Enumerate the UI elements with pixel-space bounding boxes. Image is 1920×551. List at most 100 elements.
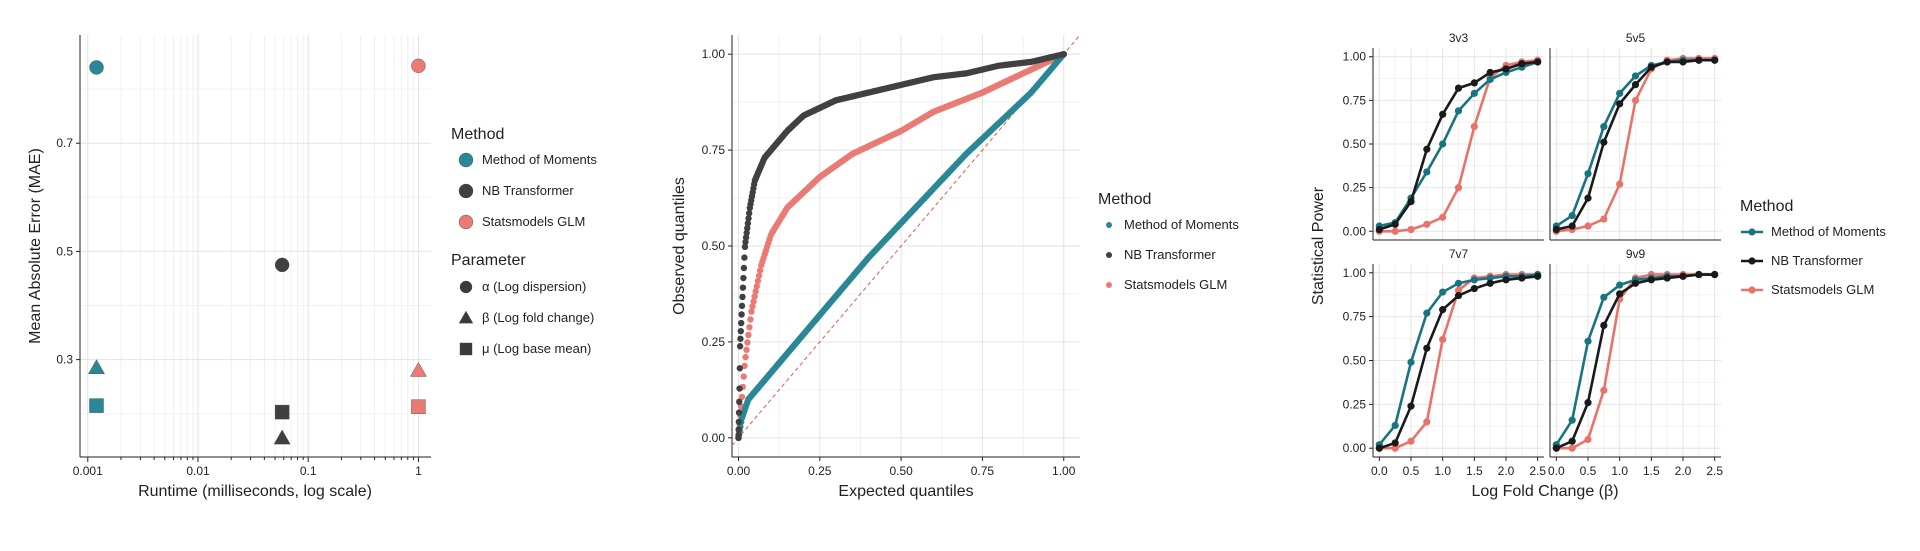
c3-point-nbt	[1695, 56, 1703, 64]
c2-point-nbt	[745, 215, 752, 222]
c3-panel-3v3: 3v3 0.00 0.25 0.50 0.75 1.00	[1343, 31, 1544, 241]
c3-panel-7v7: 7v7 0.00 0.25 0.50 0.75 1.00 0.0 0.5 1.0 1.5 2.0 2.…	[1343, 247, 1547, 478]
c1-point-nbt-circle	[274, 257, 290, 273]
c3-point-glm	[1616, 180, 1624, 188]
c3-point-nbt	[1439, 306, 1447, 314]
c2-legend-label-nbt: NB Transformer	[1124, 247, 1216, 262]
c1-y-tick-label: 0.5	[56, 244, 73, 258]
c3-y-tick-label: 0.25	[1343, 181, 1367, 195]
c3-point-mom	[1454, 107, 1463, 115]
c3-point-nbt	[1600, 321, 1608, 330]
c3-point-mom	[1423, 309, 1431, 317]
qq-chart: 0.00 0.00 0.25 0.25 0.50 0.50 0.75 0.75 1.00 1.00…	[671, 34, 1239, 500]
c3-point-nbt	[1552, 225, 1560, 234]
c1-legend-label-square: μ (Log base mean)	[482, 341, 591, 356]
c1-point-glm-triangle	[410, 361, 427, 377]
c2-point-glm	[745, 331, 752, 339]
c1-point-mom-triangle	[88, 359, 105, 374]
c1-legend-label-glm: Statsmodels GLM	[482, 214, 585, 229]
c3-y-tick-label: 0.75	[1343, 310, 1367, 324]
c2-point-nbt	[737, 335, 744, 342]
c2-point-glm	[756, 267, 764, 274]
c1-legend-parameter-title: Parameter	[451, 252, 526, 269]
c2-point-nbt	[737, 327, 745, 335]
c3-point-mom	[1470, 276, 1478, 284]
c3-y-tick-label: 0.50	[1343, 137, 1367, 151]
c2-y-tick-label: 0.25	[702, 335, 726, 349]
c3-point-nbt	[1375, 444, 1383, 452]
c3-point-mom	[1584, 337, 1592, 345]
c3-point-glm	[1600, 215, 1608, 223]
c3-point-mom	[1600, 293, 1608, 301]
mae-runtime-chart: 0.001 0.01 0.1 1 0.3 0.5 0.7 Runtime (millisec…	[27, 35, 597, 500]
c3-x-tick-label: 1.0	[1611, 464, 1628, 478]
c3-legend-title: Method	[1740, 198, 1793, 215]
c3-series-nbt	[1375, 272, 1542, 452]
c2-legend-items: Method of Moments NB Transformer Statsmode…	[1106, 217, 1239, 292]
c2-point-glm	[738, 393, 746, 401]
c3-point-nbt	[1486, 68, 1494, 77]
c3-point-nbt	[1407, 198, 1415, 206]
c1-legend-swatch-mom	[458, 152, 474, 168]
c2-point-glm	[741, 362, 748, 370]
c1-point-nbt-square	[274, 404, 290, 420]
c3-point-nbt	[1679, 272, 1687, 280]
c2-x-axis-label: Expected quantiles	[838, 483, 973, 500]
c1-legend-swatch-glm	[458, 214, 474, 230]
c3-x-tick-label: 1.0	[1434, 464, 1451, 478]
c3-series-nbt	[1552, 270, 1719, 452]
c3-point-glm	[1391, 227, 1399, 235]
c2-point-nbt	[736, 365, 744, 372]
c2-y-tick-label: 0.75	[702, 143, 726, 157]
c3-point-nbt	[1631, 81, 1640, 89]
c3-point-nbt	[1534, 272, 1542, 280]
c2-legend-label-glm: Statsmodels GLM	[1124, 277, 1227, 292]
c3-point-nbt	[1391, 220, 1399, 228]
c3-point-mom	[1423, 168, 1431, 176]
c3-point-nbt	[1616, 100, 1624, 108]
c3-point-glm	[1423, 418, 1431, 426]
c2-point-nbt	[1060, 50, 1067, 58]
c3-y-tick-label: 0.00	[1343, 224, 1367, 238]
c1-legend-swatch-circle	[459, 280, 473, 294]
c3-y-tick-label: 0.00	[1343, 441, 1367, 455]
c3-point-nbt	[1663, 58, 1671, 66]
c3-series-mom	[1375, 58, 1542, 230]
c3-point-mom	[1439, 140, 1447, 148]
c2-y-tick-label: 0.50	[702, 239, 726, 253]
c3-series-nbt	[1552, 56, 1719, 234]
c3-point-nbt	[1439, 110, 1447, 118]
c3-legend-label-mom: Method of Moments	[1771, 224, 1886, 239]
c3-panel-5v5: 5v5	[1549, 31, 1721, 241]
c2-series-nbt	[735, 50, 1067, 442]
c3-legend: Method Method of Moments NB Transformer St…	[1740, 198, 1886, 297]
c3-point-nbt	[1518, 60, 1526, 68]
c2-point-glm	[748, 308, 755, 315]
c2-gridlines	[732, 35, 1080, 457]
c3-point-nbt	[1502, 276, 1510, 284]
c3-point-glm	[1407, 225, 1415, 234]
c3-panel-title: 3v3	[1449, 31, 1469, 45]
c3-point-nbt	[1695, 270, 1703, 279]
c2-point-nbt	[738, 302, 746, 310]
c2-point-nbt	[739, 284, 747, 291]
c3-point-glm	[1423, 220, 1431, 228]
c1-plot-bg	[80, 35, 431, 457]
c3-point-nbt	[1631, 279, 1640, 287]
c2-point-glm	[744, 339, 751, 346]
c1-axes: 0.001 0.01 0.1 1 0.3 0.5 0.7	[56, 35, 431, 478]
c3-legend-swatch-glm	[1748, 286, 1756, 294]
c3-x-tick-label: 0.0	[1371, 464, 1388, 478]
c3-x-tick-label: 0.5	[1580, 464, 1597, 478]
c2-point-nbt	[744, 220, 752, 227]
c1-point-glm-square	[411, 399, 426, 414]
c1-y-tick-label: 0.7	[56, 136, 73, 150]
c3-y-tick-label: 0.50	[1343, 354, 1367, 368]
c3-point-mom	[1454, 279, 1463, 287]
c3-point-glm	[1454, 184, 1463, 192]
c3-point-mom	[1616, 281, 1624, 289]
c3-point-nbt	[1423, 145, 1431, 153]
c3-legend-items: Method of Moments NB Transformer Statsmode…	[1741, 224, 1886, 297]
c2-point-nbt	[737, 319, 745, 327]
